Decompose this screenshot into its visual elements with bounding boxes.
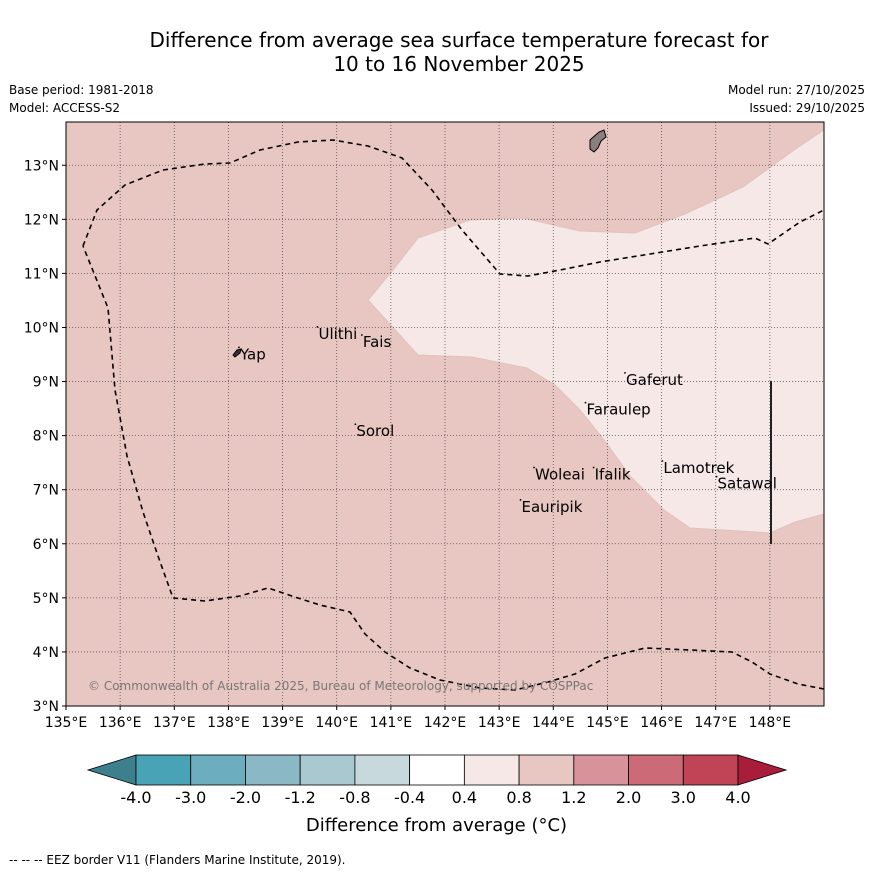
lat-label: 11°N (24, 266, 59, 282)
lon-label: 137°E (153, 715, 196, 731)
place-marker (533, 466, 535, 469)
place-label: Faraulep (586, 401, 650, 419)
lon-label: 142°E (424, 715, 467, 731)
title-line-1: Difference from average sea surface temp… (149, 28, 769, 52)
place-label: Fais (363, 333, 392, 351)
place-label: Lamotrek (663, 459, 734, 477)
longitude-axis: 135°E 136°E 137°E 138°E 139°E 140°E 141°E 142°E… (45, 706, 791, 731)
model-run: Model run: 27/10/2025 (727, 83, 865, 97)
lat-label: 3°N (33, 699, 59, 715)
lat-label: 6°N (33, 537, 59, 553)
colorbar-segment (682, 754, 739, 786)
colorbar-tick-label: -2.0 (229, 788, 262, 807)
place-marker (316, 325, 319, 328)
place-marker (584, 401, 587, 404)
lon-label: 135°E (45, 715, 88, 731)
meta-right: Model run: 27/10/2025 Issued: 29/10/2025 (728, 81, 865, 117)
colorbar-tick-label: 2.0 (615, 788, 642, 807)
place-label: Eauripik (522, 498, 583, 516)
lat-label: 7°N (33, 483, 59, 499)
title-line-2: 10 to 16 November 2025 (333, 52, 585, 76)
island-yap (232, 348, 242, 358)
colorbar-segment (190, 754, 246, 786)
lat-label: 10°N (24, 320, 59, 336)
lon-label: 138°E (207, 715, 250, 731)
lat-label: 8°N (33, 429, 59, 445)
colorbar-segment (135, 754, 192, 786)
colorbar-tick-label: -3.0 (175, 788, 207, 807)
issued-date: Issued: 29/10/2025 (749, 101, 865, 115)
place-label: Ifalik (595, 465, 631, 483)
place-label: Ulithi (318, 325, 357, 343)
colorbar-tick-label: -0.8 (339, 788, 371, 807)
place-label: Gaferut (626, 371, 683, 389)
lon-label: 146°E (640, 715, 683, 731)
eez-legend: -- -- -- EEZ border V11 (Flanders Marine… (9, 853, 346, 867)
place-label: Yap (239, 345, 266, 363)
lat-label: 4°N (33, 645, 59, 661)
colorbar-segment (573, 754, 629, 786)
lon-label: 144°E (532, 715, 575, 731)
colorbar-segment (354, 754, 411, 786)
colorbar-segment (245, 754, 301, 786)
colorbar-tick-label: -1.2 (284, 788, 316, 807)
colorbar-segment (518, 754, 575, 786)
place-marker (715, 475, 718, 478)
anomaly-region-0.4-0.8 (367, 129, 825, 534)
place-marker (238, 346, 240, 349)
lon-label: 139°E (261, 715, 304, 731)
copyright-text: © Commonwealth of Australia 2025, Bureau… (88, 679, 593, 693)
colorbar-tick-label: -4.0 (120, 788, 152, 807)
lat-label: 9°N (33, 375, 59, 391)
place-labels: Yap Ulithi Fais Sorol Gaferut Faraulep Lamotre… (238, 325, 777, 516)
chart-title: Difference from average sea surface temp… (0, 28, 873, 76)
base-period: Base period: 1981-2018 (9, 83, 154, 97)
place-marker (519, 499, 522, 501)
colorbar-extend-high (737, 754, 788, 786)
colorbar-segment (628, 754, 684, 786)
lon-label: 143°E (478, 715, 521, 731)
colorbar-extend-low (86, 754, 137, 786)
grid-lines (66, 122, 824, 706)
lon-label: 147°E (694, 715, 737, 731)
lon-label: 141°E (370, 715, 413, 731)
colorbar (86, 754, 788, 786)
colorbar-tick-label: 0.8 (506, 788, 532, 807)
lat-label: 12°N (24, 212, 59, 228)
island-guam (589, 129, 607, 153)
colorbar-tick-label: 3.0 (670, 788, 696, 807)
place-label: Woleai (535, 465, 585, 483)
colorbar-segment (409, 754, 465, 786)
colorbar-segment (463, 754, 520, 786)
lat-label: 13°N (24, 158, 59, 174)
lon-label: 148°E (749, 715, 792, 731)
colorbar-title: Difference from average (°C) (305, 815, 568, 836)
latitude-axis: 3°N 4°N 5°N 6°N 7°N 8°N 9°N 10°N 11°N 12°N 13°N (24, 158, 66, 715)
colorbar-tick-label: 0.4 (451, 788, 478, 807)
lat-label: 5°N (33, 591, 59, 607)
place-marker (592, 466, 595, 469)
colorbar-tick-label: 4.0 (725, 788, 751, 807)
lon-label: 140°E (315, 715, 358, 731)
place-marker (624, 371, 626, 374)
place-marker (661, 460, 664, 462)
eez-border (82, 139, 825, 691)
colorbar-tick-label: 1.2 (561, 788, 587, 807)
place-label: Satawal (718, 475, 777, 493)
colorbar-tick-label: -0.4 (394, 788, 426, 807)
model-name: Model: ACCESS-S2 (9, 101, 121, 115)
place-label: Sorol (356, 422, 394, 440)
place-marker (360, 334, 363, 336)
colorbar-segment (299, 754, 356, 786)
place-marker (354, 423, 357, 426)
meta-left: Base period: 1981-2018 Model: ACCESS-S2 (9, 81, 154, 117)
lon-label: 145°E (586, 715, 629, 731)
lon-label: 136°E (99, 715, 142, 731)
